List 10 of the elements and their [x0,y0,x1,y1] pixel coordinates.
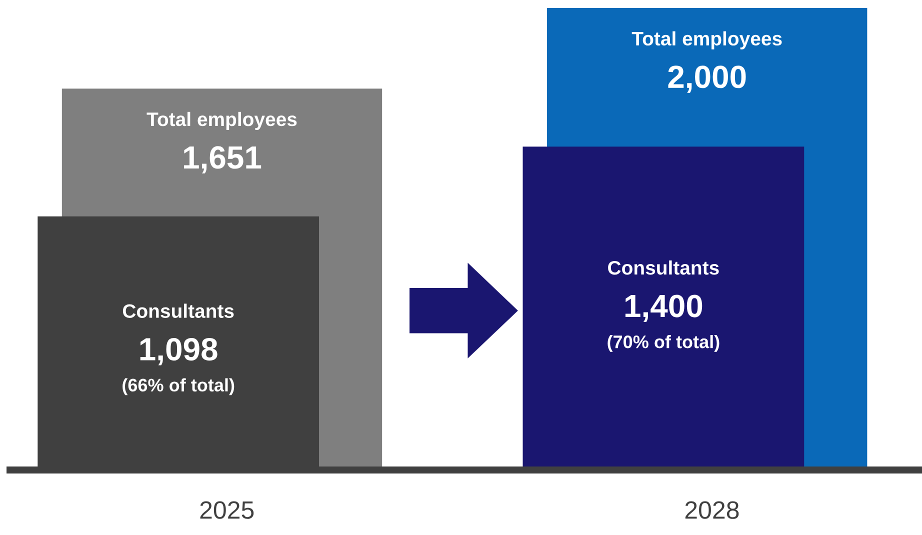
data-label: 1,098 (66% of total) [122,338,234,396]
series-label: Total employees [146,112,297,130]
series-label: Consultants [608,260,719,275]
data-label: 1,651 [184,146,262,174]
x-tick-label: 2028 [685,501,739,519]
data-label: 2,000 [668,66,746,93]
x-tick-label: 2025 [200,501,254,519]
text: Consultants [122,304,234,318]
data-label: 1,400 (70% of total) [608,294,720,352]
text: Total employees [632,31,782,50]
